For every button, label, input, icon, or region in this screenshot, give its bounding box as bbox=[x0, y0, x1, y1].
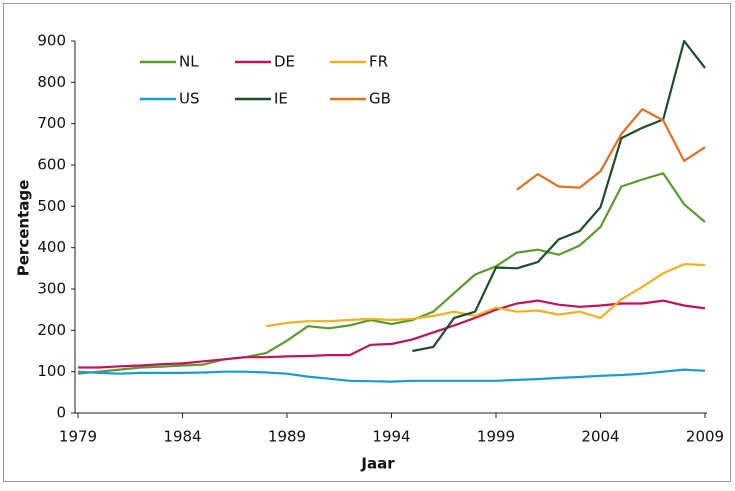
y-tick-label: 500 bbox=[37, 197, 66, 215]
y-tick-label: 800 bbox=[37, 73, 66, 91]
y-tick-label: 900 bbox=[37, 32, 66, 50]
y-axis-label: Percentage bbox=[15, 180, 33, 277]
y-tick-label: 400 bbox=[37, 238, 66, 256]
series-line bbox=[78, 299, 706, 369]
y-tick-label: 700 bbox=[37, 114, 66, 132]
legend-label: IE bbox=[274, 90, 288, 108]
series-line bbox=[265, 263, 706, 328]
y-tick-label: 300 bbox=[37, 280, 66, 298]
x-tick-label: 2004 bbox=[581, 428, 619, 446]
x-tick-label: 1994 bbox=[372, 428, 410, 446]
series-line bbox=[516, 108, 706, 191]
x-tick-label: 1984 bbox=[163, 428, 201, 446]
x-tick-label: 1999 bbox=[477, 428, 515, 446]
y-tick-label: 0 bbox=[56, 404, 66, 422]
x-tick-label: 1979 bbox=[59, 428, 97, 446]
x-tick-label: 2009 bbox=[686, 428, 724, 446]
legend-label: FR bbox=[369, 53, 388, 71]
legend-label: GB bbox=[369, 90, 391, 108]
y-tick-label: 600 bbox=[37, 156, 66, 174]
series-line bbox=[77, 172, 706, 375]
legend-label: DE bbox=[274, 53, 295, 71]
x-axis-label: Jaar bbox=[360, 455, 395, 473]
series-line bbox=[412, 39, 706, 353]
legend-label: US bbox=[179, 90, 200, 108]
y-tick-label: 100 bbox=[37, 362, 66, 380]
x-tick-label: 1989 bbox=[268, 428, 306, 446]
series-line bbox=[77, 368, 706, 383]
y-tick-label: 200 bbox=[37, 321, 66, 339]
legend-label: NL bbox=[179, 53, 199, 71]
chart-frame bbox=[3, 3, 731, 482]
